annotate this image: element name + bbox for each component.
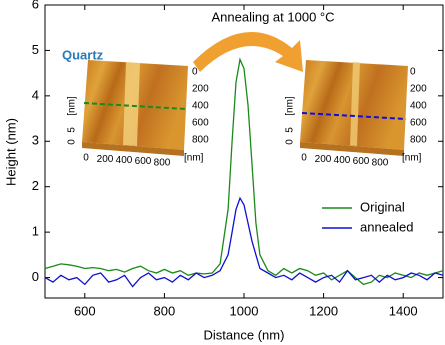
inset-y-tick-label: 600 — [410, 118, 427, 129]
inset-y-tick-label: 800 — [410, 135, 427, 146]
x-tick-label: 1400 — [389, 303, 418, 318]
inset-y-tick-label: 600 — [192, 118, 209, 129]
inset-y-tick-label: 0 — [192, 67, 198, 78]
inset-x-tick-label: 400 — [116, 155, 133, 166]
legend-label: Original — [360, 199, 405, 214]
inset-x-tick-label: 400 — [334, 155, 351, 166]
x-tick-label: 600 — [74, 303, 96, 318]
inset-x-tick-label: 800 — [372, 157, 389, 168]
inset-x-tick-label: 0 — [301, 153, 307, 164]
inset-unit: [nm] — [67, 96, 78, 116]
line-series — [44, 57, 444, 286]
inset-x-tick-label: 200 — [97, 154, 114, 165]
x-tick-label: 1200 — [309, 303, 338, 318]
inset-x-tick-label: 600 — [353, 156, 370, 167]
y-tick-label: 6 — [32, 0, 39, 11]
inset-x-tick-label: 0 — [83, 153, 89, 164]
inset-y-tick-label: 400 — [192, 101, 209, 112]
inset-z-tick-label: 5 — [285, 127, 296, 133]
y-axis-title: Height (nm) — [3, 118, 18, 186]
y-tick-label: 0 — [32, 269, 39, 284]
inset-x-tick-label: 800 — [154, 157, 171, 168]
inset-z-tick-label: 0 — [67, 139, 78, 145]
inset-left — [82, 60, 188, 156]
inset-label: Quartz — [62, 47, 104, 62]
x-tick-label: 1000 — [230, 303, 259, 318]
inset-y-tick-label: 200 — [192, 84, 209, 95]
y-tick-label: 1 — [32, 224, 39, 239]
inset-unit: [nm] — [285, 96, 296, 116]
chart-title: Annealing at 1000 °C — [211, 9, 334, 24]
inset-unit: [nm] — [184, 153, 204, 164]
y-tick-label: 3 — [32, 133, 39, 148]
inset-unit: [nm] — [402, 153, 422, 164]
inset-z-tick-label: 0 — [285, 139, 296, 145]
inset-x-tick-label: 200 — [315, 154, 332, 165]
line-series — [44, 196, 444, 288]
x-tick-label: 800 — [154, 303, 176, 318]
y-tick-label: 4 — [32, 87, 39, 102]
x-axis-title: Distance (nm) — [204, 327, 285, 342]
y-tick-label: 2 — [32, 178, 39, 193]
inset-x-tick-label: 600 — [135, 156, 152, 167]
inset-y-tick-label: 400 — [410, 101, 427, 112]
inset-right — [300, 60, 408, 156]
arrow — [193, 31, 303, 72]
legend-label: annealed — [360, 219, 414, 234]
y-tick-label: 5 — [32, 42, 39, 57]
inset-y-tick-label: 800 — [192, 135, 209, 146]
inset-y-tick-label: 200 — [410, 84, 427, 95]
inset-y-tick-label: 0 — [410, 67, 416, 78]
inset-z-tick-label: 5 — [67, 127, 78, 133]
